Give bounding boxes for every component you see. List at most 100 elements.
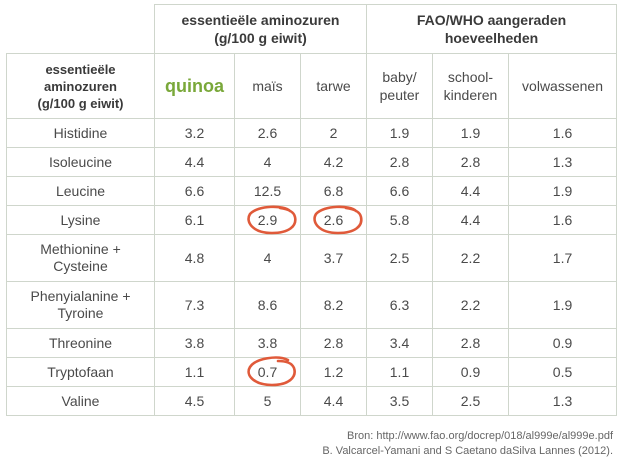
cell-quinoa: 3.2 [154, 118, 235, 148]
row-header-title-text: essentieële aminozuren (g/100 g eiwit) [37, 61, 124, 111]
table-row-tryptofaan: Tryptofaan 1.1 0.7 1.2 1.1 0.9 0.5 [6, 356, 618, 387]
cell-tarwe: 2.8 [300, 328, 367, 358]
cell-adult: 0.5 [507, 357, 618, 387]
cell-mais: 4 [234, 147, 301, 177]
cell-quinoa: 6.6 [154, 176, 235, 206]
row-label: Threonine [6, 328, 155, 358]
group-header-fao: FAO/WHO aangeraden hoeveelheden [365, 4, 618, 54]
circled-value-text: 2.6 [323, 212, 344, 228]
cell-tarwe: 2.6 [300, 205, 367, 235]
cell-mais: 5 [234, 386, 301, 416]
cell-school: 1.9 [432, 118, 509, 148]
cell-quinoa: 7.3 [154, 281, 235, 329]
cell-adult: 1.3 [507, 147, 618, 177]
cell-tarwe: 2 [300, 118, 367, 148]
cell-quinoa: 4.4 [154, 147, 235, 177]
column-header-school: school- kinderen [432, 53, 509, 119]
cell-quinoa: 6.1 [154, 205, 235, 235]
cell-school: 2.2 [432, 281, 509, 329]
cell-adult: 1.7 [507, 234, 618, 282]
table-row-lysine: Lysine 6.1 2.9 2.6 5.8 4.4 [6, 205, 618, 235]
column-header-school-text: school- kinderen [443, 69, 498, 103]
row-label: Tryptofaan [6, 357, 155, 387]
row-label-text: Methionine + Cysteine [40, 241, 121, 274]
cell-baby: 3.5 [366, 386, 433, 416]
table-row-threonine: Threonine 3.8 3.8 2.8 3.4 2.8 0.9 [6, 328, 618, 358]
row-header-title: essentieële aminozuren (g/100 g eiwit) [6, 53, 155, 119]
cell-adult: 1.3 [507, 386, 618, 416]
column-header-baby-text: baby/ peuter [379, 69, 420, 103]
cell-quinoa: 4.5 [154, 386, 235, 416]
cell-school: 2.8 [432, 147, 509, 177]
table-row-phenylalanine: Phenyialanine + Tyroine 7.3 8.6 8.2 6.3 … [6, 281, 618, 329]
cell-tarwe: 1.2 [300, 357, 367, 387]
cell-mais: 2.6 [234, 118, 301, 148]
column-header-mais: maïs [234, 53, 301, 119]
table-row-histidine: Histidine 3.2 2.6 2 1.9 1.9 1.6 [6, 118, 618, 148]
cell-school: 4.4 [432, 176, 509, 206]
source-url: Bron: http://www.fao.org/docrep/018/al99… [346, 430, 613, 442]
circled-value: 0.7 [247, 356, 296, 387]
row-label: Leucine [6, 176, 155, 206]
column-header-quinoa: quinoa [154, 53, 235, 119]
amino-acid-table: essentieële aminozuren (g/100 g eiwit) F… [6, 4, 618, 416]
row-label: Phenyialanine + Tyroine [6, 281, 155, 329]
hand-drawn-circle-icon [313, 205, 363, 235]
cell-tarwe: 4.4 [300, 386, 367, 416]
row-label-text: Phenyialanine + Tyroine [30, 288, 131, 321]
cell-baby: 6.3 [366, 281, 433, 329]
cell-mais: 4 [234, 234, 301, 282]
table-row-isoleucine: Isoleucine 4.4 4 4.2 2.8 2.8 1.3 [6, 147, 618, 177]
cell-school: 2.2 [432, 234, 509, 282]
group-header-essentials-text: essentieële aminozuren (g/100 g eiwit) [181, 12, 340, 46]
row-label: Lysine [6, 205, 155, 235]
row-label: Isoleucine [6, 147, 155, 177]
cell-tarwe: 8.2 [300, 281, 367, 329]
cell-baby: 3.4 [366, 328, 433, 358]
cell-baby: 2.8 [366, 147, 433, 177]
cell-baby: 5.8 [366, 205, 433, 235]
cell-mais: 0.7 [234, 356, 301, 387]
cell-adult: 1.9 [507, 176, 618, 206]
column-header-tarwe: tarwe [300, 53, 367, 119]
cell-adult: 1.6 [507, 205, 618, 235]
cell-tarwe: 3.7 [300, 234, 367, 282]
cell-adult: 1.9 [507, 281, 618, 329]
cell-quinoa: 3.8 [154, 328, 235, 358]
cell-school: 4.4 [432, 205, 509, 235]
source-authors: B. Valcarcel-Yamani and S Caetano daSilv… [322, 445, 613, 457]
cell-baby: 2.5 [366, 234, 433, 282]
cell-quinoa: 1.1 [154, 357, 235, 387]
cell-baby: 1.1 [366, 357, 433, 387]
table-row-valine: Valine 4.5 5 4.4 3.5 2.5 1.3 [6, 386, 618, 416]
cell-adult: 1.6 [507, 118, 618, 148]
cell-tarwe: 6.8 [300, 176, 367, 206]
hand-drawn-circle-icon [247, 356, 296, 387]
row-label: Histidine [6, 118, 155, 148]
row-label: Methionine + Cysteine [6, 234, 155, 282]
table-corner [6, 4, 155, 54]
group-header-essentials: essentieële aminozuren (g/100 g eiwit) [154, 4, 367, 54]
circled-value: 2.6 [313, 205, 363, 235]
cell-mais: 2.9 [234, 205, 301, 235]
row-label: Valine [6, 386, 155, 416]
circled-value: 2.9 [247, 205, 297, 235]
circled-value-text: 2.9 [257, 212, 278, 228]
cell-school: 2.8 [432, 328, 509, 358]
table-row-methionine: Methionine + Cysteine 4.8 4 3.7 2.5 2.2 … [6, 234, 618, 282]
circled-value-text: 0.7 [257, 364, 278, 380]
cell-adult: 0.9 [507, 328, 618, 358]
cell-baby: 6.6 [366, 176, 433, 206]
cell-quinoa: 4.8 [154, 234, 235, 282]
cell-tarwe: 4.2 [300, 147, 367, 177]
cell-school: 2.5 [432, 386, 509, 416]
cell-school: 0.9 [432, 357, 509, 387]
hand-drawn-circle-icon [247, 205, 297, 235]
column-header-adult: volwassenen [507, 53, 618, 119]
cell-mais: 8.6 [234, 281, 301, 329]
cell-baby: 1.9 [366, 118, 433, 148]
group-header-fao-text: FAO/WHO aangeraden hoeveelheden [416, 12, 567, 46]
column-header-baby: baby/ peuter [366, 53, 433, 119]
source-citation: Bron: http://www.fao.org/docrep/018/al99… [322, 429, 613, 459]
table-row-leucine: Leucine 6.6 12.5 6.8 6.6 4.4 1.9 [6, 176, 618, 206]
